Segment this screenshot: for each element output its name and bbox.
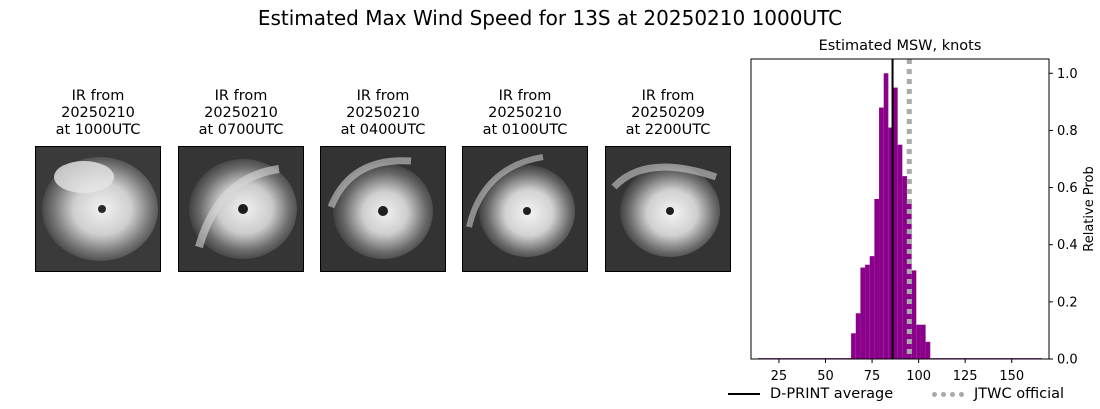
ir-satellite-image [320,146,446,272]
histogram-bar [902,176,907,359]
histogram-bar [851,333,856,359]
ir-caption: IR from 20250210 at 0700UTC [198,88,284,138]
y-tick-label: 0.0 [1057,353,1078,368]
ir-satellite-image [178,146,304,272]
y-tick-label: 0.6 [1057,181,1078,196]
histogram-bar [911,270,917,359]
plot-frame [750,58,1050,360]
histogram-bar [893,87,898,360]
histogram-bar [916,324,921,359]
histogram-bar [920,324,926,359]
histogram-bar [897,144,903,359]
x-tick-label: 150 [999,369,1024,384]
histogram-bar [860,267,866,359]
ir-satellite-image [462,146,588,272]
x-tick-label: 25 [771,369,788,384]
legend-label: D-PRINT average [770,386,894,402]
legend-item-jtwc: JTWC official [932,386,1064,402]
histogram-bar [869,256,875,359]
chart-title: Estimated MSW, knots [819,38,982,54]
histogram-bar [888,127,894,359]
ir-panel-1: IR from 20250210 at 1000UTC [35,88,161,272]
ir-caption: IR from 20250210 at 1000UTC [55,88,141,138]
ir-panel-5: IR from 20250209 at 2200UTC [605,88,731,272]
figure-title: Estimated Max Wind Speed for 13S at 2025… [257,6,843,30]
x-tick-label: 75 [864,369,881,384]
ir-caption: IR from 20250210 at 0100UTC [482,88,568,138]
ir-caption: IR from 20250209 at 2200UTC [625,88,711,138]
ir-panel-4: IR from 20250210 at 0100UTC [462,88,588,272]
y-tick-label: 0.4 [1057,238,1078,253]
x-tick-label: 50 [817,369,834,384]
histogram-bar [865,264,870,359]
histogram-bar [855,313,861,359]
legend-dotted-line-icon [932,391,964,397]
legend-label: JTWC official [974,386,1065,402]
y-tick-label: 1.0 [1057,67,1078,82]
ir-satellite-image [35,146,161,272]
ir-panel-3: IR from 20250210 at 0400UTC [320,88,446,272]
x-tick-label: 125 [953,369,978,384]
y-tick-label: 0.8 [1057,124,1078,139]
y-tick-label: 0.2 [1057,295,1078,310]
histogram-bar [874,199,880,359]
histogram-bar [879,107,884,359]
histogram-bar [925,341,931,359]
ir-satellite-image [605,146,731,272]
x-tick-label: 100 [906,369,931,384]
ir-caption: IR from 20250210 at 0400UTC [340,88,426,138]
ir-panel-2: IR from 20250210 at 0700UTC [178,88,304,272]
legend-item-dprint: D-PRINT average [728,386,893,402]
legend-solid-line-icon [728,393,760,395]
y-axis-label: Relative Prob [1082,166,1097,251]
histogram-bar [883,73,889,360]
